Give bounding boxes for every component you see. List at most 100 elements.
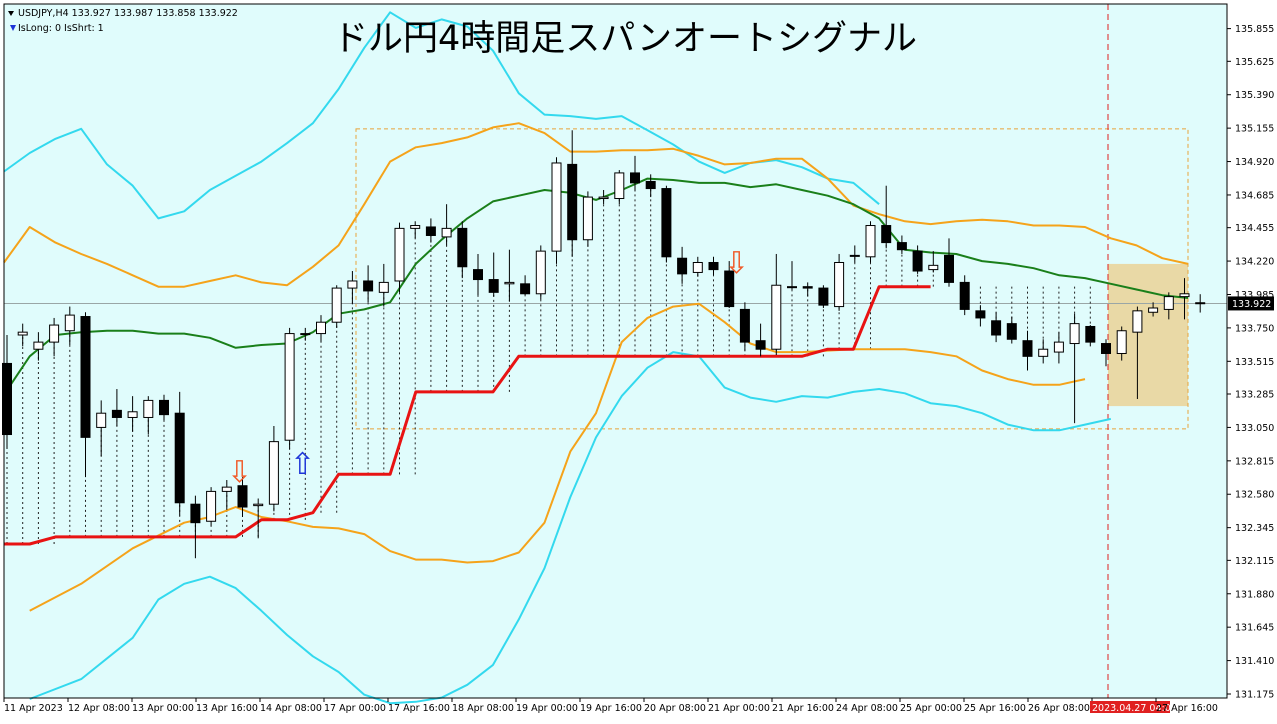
candle-body [787, 286, 797, 289]
candle-body [174, 412, 185, 504]
candle-body [520, 283, 531, 295]
candle-body [661, 188, 672, 258]
candle [818, 285, 829, 308]
candle-body [300, 333, 311, 336]
candle-body [206, 490, 217, 522]
candle [1101, 339, 1111, 367]
price-tick-label: 133.515 [1235, 357, 1274, 368]
price-tick-label: 132.345 [1235, 523, 1274, 534]
candle [1132, 306, 1143, 399]
candle-body [834, 261, 845, 308]
time-tick-label: 19 Apr 00:00 [516, 703, 578, 714]
candle-body [1022, 340, 1033, 357]
candle-body [1179, 293, 1190, 298]
sell-arrow-icon: ⇩ [227, 455, 252, 490]
candle [598, 189, 609, 205]
candle-body [1148, 307, 1159, 313]
time-tick-label: 11 Apr 2023 [4, 703, 63, 714]
candle [708, 256, 719, 276]
indicator-lines [3, 11, 1189, 705]
candle-body [143, 399, 154, 418]
candle [661, 185, 672, 263]
time-axis[interactable]: 11 Apr 2023 12 Apr 08:00 13 Apr 00:00 13 Ap… [3, 698, 1218, 714]
candle-body [1163, 296, 1174, 310]
candle [17, 323, 28, 347]
candle-body [1053, 341, 1064, 353]
candle-body [755, 340, 766, 350]
symbol-ohlc-line: USDJPY,H4 133.927 133.987 133.858 133.92… [18, 8, 238, 19]
price-axis[interactable]: 135.855 135.625 135.390 135.155 134.920 134.6… [1227, 24, 1274, 701]
highlighted-time-label: 2023.04.27 04:00 [1092, 703, 1177, 714]
candle [174, 391, 185, 516]
candle-body [912, 250, 923, 272]
candle-body [33, 341, 44, 350]
time-tick-label: 26 Apr 08:00 [1028, 703, 1090, 714]
price-tick-label: 134.220 [1235, 257, 1274, 268]
candle-body [1085, 325, 1096, 343]
candle-body [64, 314, 75, 332]
time-tick-label: 13 Apr 16:00 [196, 703, 258, 714]
collapse-triangle-icon[interactable] [8, 11, 14, 16]
candle-body [284, 333, 295, 441]
candle-body [849, 254, 860, 257]
candle-body [1038, 348, 1049, 357]
candle-body [80, 316, 91, 438]
candle [1006, 316, 1017, 344]
candle-body [865, 225, 876, 258]
time-tick-label: 12 Apr 08:00 [68, 703, 130, 714]
candle [80, 312, 91, 478]
time-tick-label: 17 Apr 16:00 [388, 703, 450, 714]
time-tick-label: 25 Apr 16:00 [964, 703, 1026, 714]
candle-body [441, 227, 452, 238]
candle [928, 251, 939, 273]
candle-body [425, 226, 436, 236]
time-tick-label: 21 Apr 16:00 [772, 703, 834, 714]
candle [991, 312, 1002, 343]
candle-body [1116, 330, 1127, 354]
candle [378, 263, 389, 307]
candle [488, 252, 499, 297]
candle-body [159, 399, 169, 416]
candle-body [598, 196, 609, 200]
candle-body [96, 412, 107, 428]
time-tick-label: 25 Apr 00:00 [900, 703, 962, 714]
candle [1179, 278, 1190, 320]
candle-body [991, 320, 1002, 336]
candles [2, 130, 1206, 559]
candle-body [410, 225, 421, 229]
candle [975, 305, 986, 327]
candle [582, 191, 593, 247]
candle [834, 253, 845, 311]
candle-body [268, 441, 279, 505]
candle-body [49, 324, 60, 343]
candle [1022, 330, 1033, 371]
outer-band-upper-line [3, 11, 880, 220]
candle-body [316, 321, 326, 335]
candle-body [614, 172, 625, 200]
candle [630, 155, 640, 192]
candle-body [221, 486, 232, 492]
indicator-status-line: IsLong: 0 IsShrt: 1 [18, 23, 104, 34]
candle-body [190, 503, 201, 524]
candle [1085, 325, 1096, 347]
candle [347, 271, 358, 304]
chart-title: ドル円4時間足スパンオートシグナル [333, 19, 917, 59]
candle-body [237, 485, 248, 508]
time-tick-label: 19 Apr 16:00 [580, 703, 642, 714]
candle [692, 256, 703, 277]
candle [268, 425, 279, 512]
candle [111, 389, 122, 426]
candle [64, 306, 75, 345]
candle [849, 245, 860, 263]
candle [1038, 339, 1049, 364]
candle [143, 396, 154, 435]
candle-body [802, 286, 813, 289]
candle-body [1069, 323, 1080, 345]
price-tick-label: 131.645 [1235, 623, 1274, 634]
time-tick-label: 14 Apr 08:00 [260, 703, 322, 714]
candle [457, 221, 468, 279]
candle [802, 282, 813, 297]
candle [159, 394, 169, 421]
candle [394, 222, 405, 293]
candle [787, 261, 797, 290]
